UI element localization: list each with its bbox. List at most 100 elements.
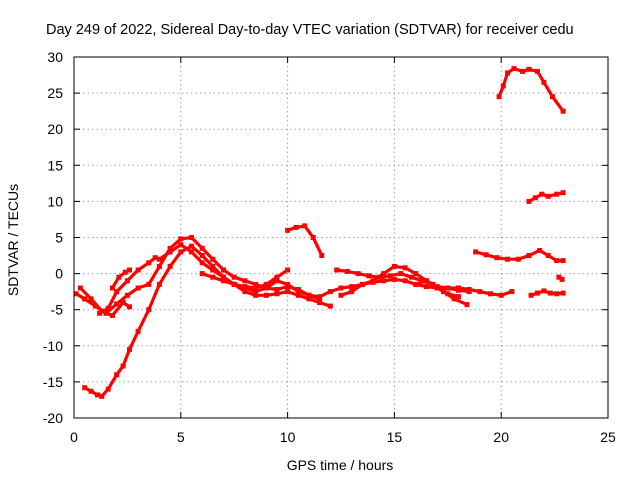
data-point <box>560 190 566 196</box>
data-point <box>317 296 323 302</box>
series-sat-l <box>474 248 565 263</box>
data-point <box>199 271 205 277</box>
y-axis-label: SDTVAR / TECUs <box>5 184 21 296</box>
data-point <box>167 245 173 251</box>
data-point <box>152 255 158 261</box>
data-point <box>189 243 194 249</box>
data-point <box>120 363 126 369</box>
data-point <box>156 281 162 287</box>
data-point <box>349 289 355 295</box>
data-point <box>511 66 517 72</box>
x-tick-label: 10 <box>280 429 296 445</box>
data-point <box>434 285 440 291</box>
data-point <box>539 191 545 197</box>
chart-title: Day 249 of 2022, Sidereal Day-to-day VTE… <box>46 22 574 38</box>
data-point <box>103 310 109 316</box>
y-tick-label: -20 <box>43 410 63 426</box>
data-point <box>505 70 511 76</box>
data-point <box>274 278 280 284</box>
data-point <box>285 289 291 295</box>
data-point <box>473 249 479 255</box>
data-point <box>99 393 105 399</box>
data-point <box>355 271 361 277</box>
data-point <box>456 294 461 300</box>
data-point <box>391 263 397 269</box>
data-point <box>109 313 115 318</box>
data-point <box>88 296 94 302</box>
data-point <box>135 267 141 273</box>
data-point <box>445 285 451 291</box>
y-tick-label: 25 <box>47 85 63 101</box>
data-point <box>82 296 88 302</box>
y-tick-label: 15 <box>47 157 63 173</box>
data-point <box>451 296 457 302</box>
data-point <box>532 195 538 201</box>
data-point <box>402 265 408 271</box>
data-point <box>82 385 88 391</box>
data-point <box>274 287 280 292</box>
data-point <box>344 268 350 274</box>
data-point <box>167 263 173 269</box>
data-point <box>189 235 194 240</box>
data-point <box>366 273 372 279</box>
series-sat-b <box>83 244 471 398</box>
data-point <box>105 305 111 311</box>
data-point <box>114 372 120 378</box>
data-point <box>526 253 532 258</box>
data-point <box>274 291 280 297</box>
data-point <box>381 278 387 284</box>
data-point <box>295 287 301 292</box>
data-point <box>554 191 560 197</box>
data-point <box>295 292 301 298</box>
data-point <box>520 68 526 74</box>
data-point <box>253 281 259 287</box>
data-point <box>178 242 184 248</box>
series-sat-f <box>157 243 332 308</box>
data-point <box>359 281 365 287</box>
data-point <box>554 258 560 264</box>
x-tick-label: 0 <box>70 429 78 445</box>
data-point <box>545 253 551 258</box>
data-point <box>494 255 500 261</box>
data-point <box>263 285 269 291</box>
data-point <box>528 292 534 298</box>
data-point <box>210 267 216 273</box>
y-tick-label: 30 <box>47 49 63 65</box>
data-point <box>370 278 376 284</box>
data-point <box>178 249 184 255</box>
data-point <box>526 66 532 72</box>
y-tick-label: -5 <box>51 302 64 318</box>
data-point <box>253 289 259 295</box>
data-point <box>263 281 269 287</box>
data-point <box>156 263 162 269</box>
data-point <box>409 274 414 280</box>
data-point <box>466 287 472 292</box>
axis-ticks: 0 5 10 15 20 25 -20 -15 -10 -5 0 5 10 15 20 25 30 <box>43 49 616 445</box>
data-point <box>199 260 205 266</box>
data-point <box>122 269 128 275</box>
data-point <box>334 267 340 273</box>
y-tick-label: 20 <box>47 121 63 137</box>
data-point <box>210 274 216 280</box>
data-point <box>413 271 419 277</box>
data-point <box>327 303 333 309</box>
data-point <box>77 285 83 291</box>
data-point <box>146 281 152 287</box>
data-point <box>306 292 312 298</box>
data-point <box>496 94 502 100</box>
data-point <box>263 292 269 298</box>
data-point <box>116 274 122 280</box>
data-point <box>231 274 237 280</box>
data-point <box>189 249 194 255</box>
data-point <box>402 278 408 284</box>
data-point <box>560 108 566 114</box>
y-tick-label: 0 <box>55 266 63 282</box>
data-point <box>124 292 130 298</box>
data-point <box>105 386 111 392</box>
data-point <box>242 289 248 295</box>
y-tick-label: 10 <box>47 193 63 209</box>
data-point <box>560 258 566 264</box>
data-point <box>167 249 173 255</box>
data-point <box>556 274 562 280</box>
